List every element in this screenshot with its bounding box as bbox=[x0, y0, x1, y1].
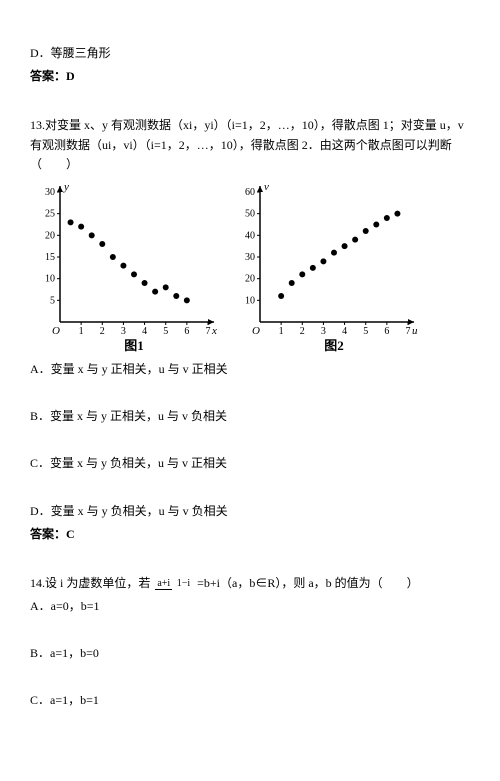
svg-text:3: 3 bbox=[121, 326, 126, 337]
answer-label: 答案： bbox=[30, 527, 66, 541]
option-a: A．变量 x 与 y 正相关，u 与 v 正相关 bbox=[30, 360, 470, 379]
answer-label: 答案： bbox=[30, 69, 66, 83]
svg-text:u: u bbox=[412, 325, 418, 337]
svg-text:y: y bbox=[63, 182, 69, 193]
svg-text:20: 20 bbox=[245, 274, 255, 285]
svg-text:6: 6 bbox=[184, 326, 189, 337]
svg-text:2: 2 bbox=[100, 326, 105, 337]
option-b: B．变量 x 与 y 正相关，u 与 v 负相关 bbox=[30, 407, 470, 426]
charts-row: 1 2 3 4 5 6 7 5 10 15 20 25 30 Ox y 图1 1 2 3 4 5 6 7 10 20 30 40 5… bbox=[30, 182, 470, 352]
svg-text:30: 30 bbox=[45, 187, 55, 198]
svg-text:6: 6 bbox=[384, 326, 389, 337]
stem-after: =b+i（a，b∈R），则 a，b 的值为（ ） bbox=[197, 576, 419, 590]
svg-text:25: 25 bbox=[45, 209, 55, 220]
answer-value: C bbox=[66, 527, 75, 541]
svg-text:7: 7 bbox=[406, 326, 411, 337]
svg-text:50: 50 bbox=[245, 209, 255, 220]
stem-before: 14.设 i 为虚数单位，若 bbox=[30, 576, 150, 590]
option-d: D．变量 x 与 y 负相关，u 与 v 负相关 bbox=[30, 502, 470, 521]
svg-text:7: 7 bbox=[206, 326, 211, 337]
svg-text:4: 4 bbox=[142, 326, 147, 337]
svg-text:60: 60 bbox=[245, 187, 255, 198]
chart-1: 1 2 3 4 5 6 7 5 10 15 20 25 30 Ox y 图1 bbox=[30, 182, 220, 352]
question-12-tail: D．等腰三角形 答案：D bbox=[30, 44, 470, 86]
fraction: a+i 1−i bbox=[155, 579, 192, 589]
question-stem: 14.设 i 为虚数单位，若 a+i 1−i =b+i（a，b∈R），则 a，b… bbox=[30, 574, 470, 593]
svg-text:O: O bbox=[252, 325, 260, 337]
svg-text:图1: 图1 bbox=[124, 338, 144, 352]
svg-text:2: 2 bbox=[300, 326, 305, 337]
svg-text:5: 5 bbox=[363, 326, 368, 337]
question-stem: 13.对变量 x、y 有观测数据（xi，yi）（i=1，2，…，10），得散点图… bbox=[30, 116, 470, 174]
svg-text:40: 40 bbox=[245, 230, 255, 241]
option-b: B．a=1，b=0 bbox=[30, 644, 470, 663]
answer-line: 答案：D bbox=[30, 67, 470, 86]
svg-text:20: 20 bbox=[45, 230, 55, 241]
svg-text:图2: 图2 bbox=[324, 338, 344, 352]
answer-line: 答案：C bbox=[30, 525, 470, 544]
answer-value: D bbox=[66, 69, 75, 83]
svg-text:10: 10 bbox=[45, 274, 55, 285]
question-14: 14.设 i 为虚数单位，若 a+i 1−i =b+i（a，b∈R），则 a，b… bbox=[30, 574, 470, 711]
svg-text:1: 1 bbox=[79, 326, 84, 337]
svg-text:5: 5 bbox=[50, 295, 55, 306]
svg-text:10: 10 bbox=[245, 295, 255, 306]
question-13: 13.对变量 x、y 有观测数据（xi，yi）（i=1，2，…，10），得散点图… bbox=[30, 116, 470, 544]
svg-text:4: 4 bbox=[342, 326, 347, 337]
option-a: A．a=0，b=1 bbox=[30, 597, 470, 616]
fraction-num: a+i bbox=[155, 578, 172, 590]
svg-text:3: 3 bbox=[321, 326, 326, 337]
svg-text:5: 5 bbox=[163, 326, 168, 337]
fraction-den: 1−i bbox=[175, 578, 192, 589]
svg-text:v: v bbox=[264, 182, 269, 193]
svg-text:30: 30 bbox=[245, 252, 255, 263]
option-d: D．等腰三角形 bbox=[30, 44, 470, 63]
svg-text:x: x bbox=[211, 325, 217, 337]
svg-text:O: O bbox=[52, 325, 60, 337]
option-c: C．变量 x 与 y 负相关，u 与 v 正相关 bbox=[30, 454, 470, 473]
svg-text:15: 15 bbox=[45, 252, 55, 263]
svg-text:1: 1 bbox=[279, 326, 284, 337]
chart-2: 1 2 3 4 5 6 7 10 20 30 40 50 60 Ou v 图2 bbox=[230, 182, 420, 352]
